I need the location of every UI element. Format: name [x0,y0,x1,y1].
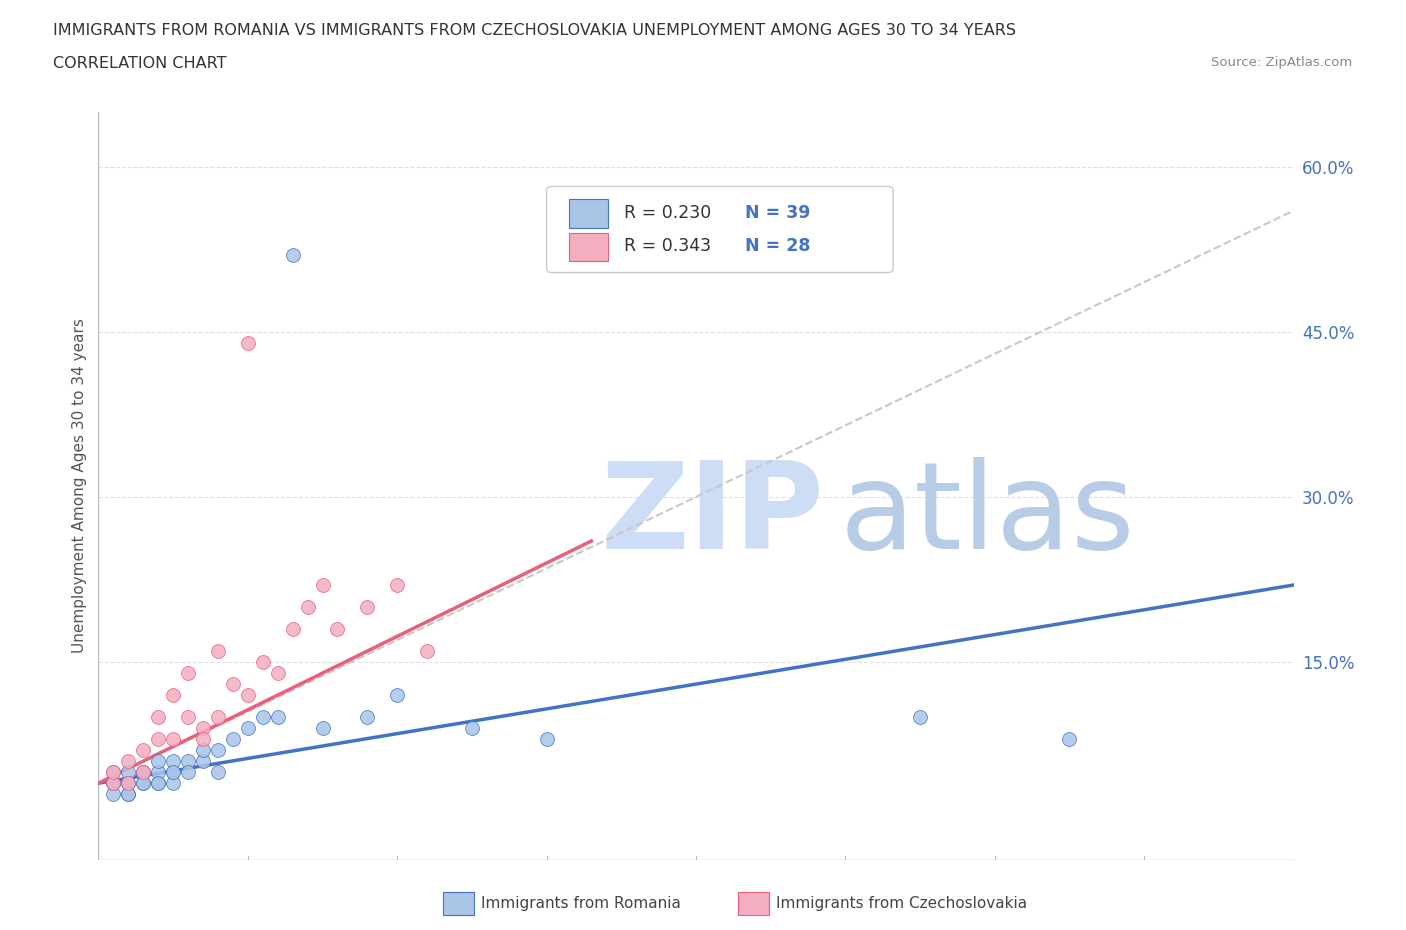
Point [162,764,184,779]
Point [148,776,170,790]
Text: R = 0.343: R = 0.343 [624,237,711,256]
Point [385,578,409,592]
Point [207,743,229,758]
Point [1059,732,1081,747]
Point [103,776,125,790]
Point [148,764,170,779]
Point [117,764,139,779]
Point [207,764,229,779]
Point [191,753,214,768]
Point [162,776,184,790]
Point [117,753,139,768]
Point [281,247,304,262]
Point [311,578,333,592]
Point [236,687,259,702]
Point [162,732,184,747]
Point [162,753,184,768]
Point [162,764,184,779]
Text: Immigrants from Czechoslovakia: Immigrants from Czechoslovakia [776,897,1028,911]
FancyBboxPatch shape [547,187,893,272]
Point [356,710,378,724]
Point [117,776,139,790]
Point [222,677,245,692]
FancyBboxPatch shape [569,232,607,261]
Point [117,776,139,790]
Point [103,764,125,779]
Point [385,687,409,702]
Y-axis label: Unemployment Among Ages 30 to 34 years: Unemployment Among Ages 30 to 34 years [72,318,87,654]
Point [177,764,200,779]
Point [148,732,170,747]
Point [297,600,319,615]
Point [177,753,200,768]
Point [326,621,349,636]
Text: N = 39: N = 39 [745,204,810,221]
Point [177,666,200,681]
Point [177,710,200,724]
Point [267,710,290,724]
FancyBboxPatch shape [569,199,607,228]
Text: R = 0.230: R = 0.230 [624,204,711,221]
Text: IMMIGRANTS FROM ROMANIA VS IMMIGRANTS FROM CZECHOSLOVAKIA UNEMPLOYMENT AMONG AGE: IMMIGRANTS FROM ROMANIA VS IMMIGRANTS FR… [53,23,1017,38]
Point [117,787,139,802]
Point [461,721,484,736]
Point [132,764,155,779]
Point [132,776,155,790]
Point [103,776,125,790]
Point [236,336,259,351]
Point [191,732,214,747]
Point [117,787,139,802]
Point [132,743,155,758]
Point [207,644,229,658]
Text: CORRELATION CHART: CORRELATION CHART [53,56,226,71]
Point [162,687,184,702]
Point [103,764,125,779]
Point [311,721,333,736]
Point [252,655,274,670]
Point [191,743,214,758]
Point [356,600,378,615]
Point [222,732,245,747]
Text: Source: ZipAtlas.com: Source: ZipAtlas.com [1212,56,1353,69]
Text: N = 28: N = 28 [745,237,810,256]
Point [148,776,170,790]
Point [536,732,558,747]
Point [103,787,125,802]
Text: ZIP: ZIP [600,458,824,575]
Point [148,710,170,724]
Point [132,764,155,779]
Point [207,710,229,724]
Point [252,710,274,724]
Point [908,710,931,724]
Point [416,644,439,658]
Point [281,621,304,636]
Point [148,753,170,768]
Point [191,721,214,736]
Point [117,776,139,790]
Point [103,776,125,790]
Text: atlas: atlas [839,458,1135,575]
Point [267,666,290,681]
Point [132,776,155,790]
Point [236,721,259,736]
Point [132,764,155,779]
Text: Immigrants from Romania: Immigrants from Romania [481,897,681,911]
